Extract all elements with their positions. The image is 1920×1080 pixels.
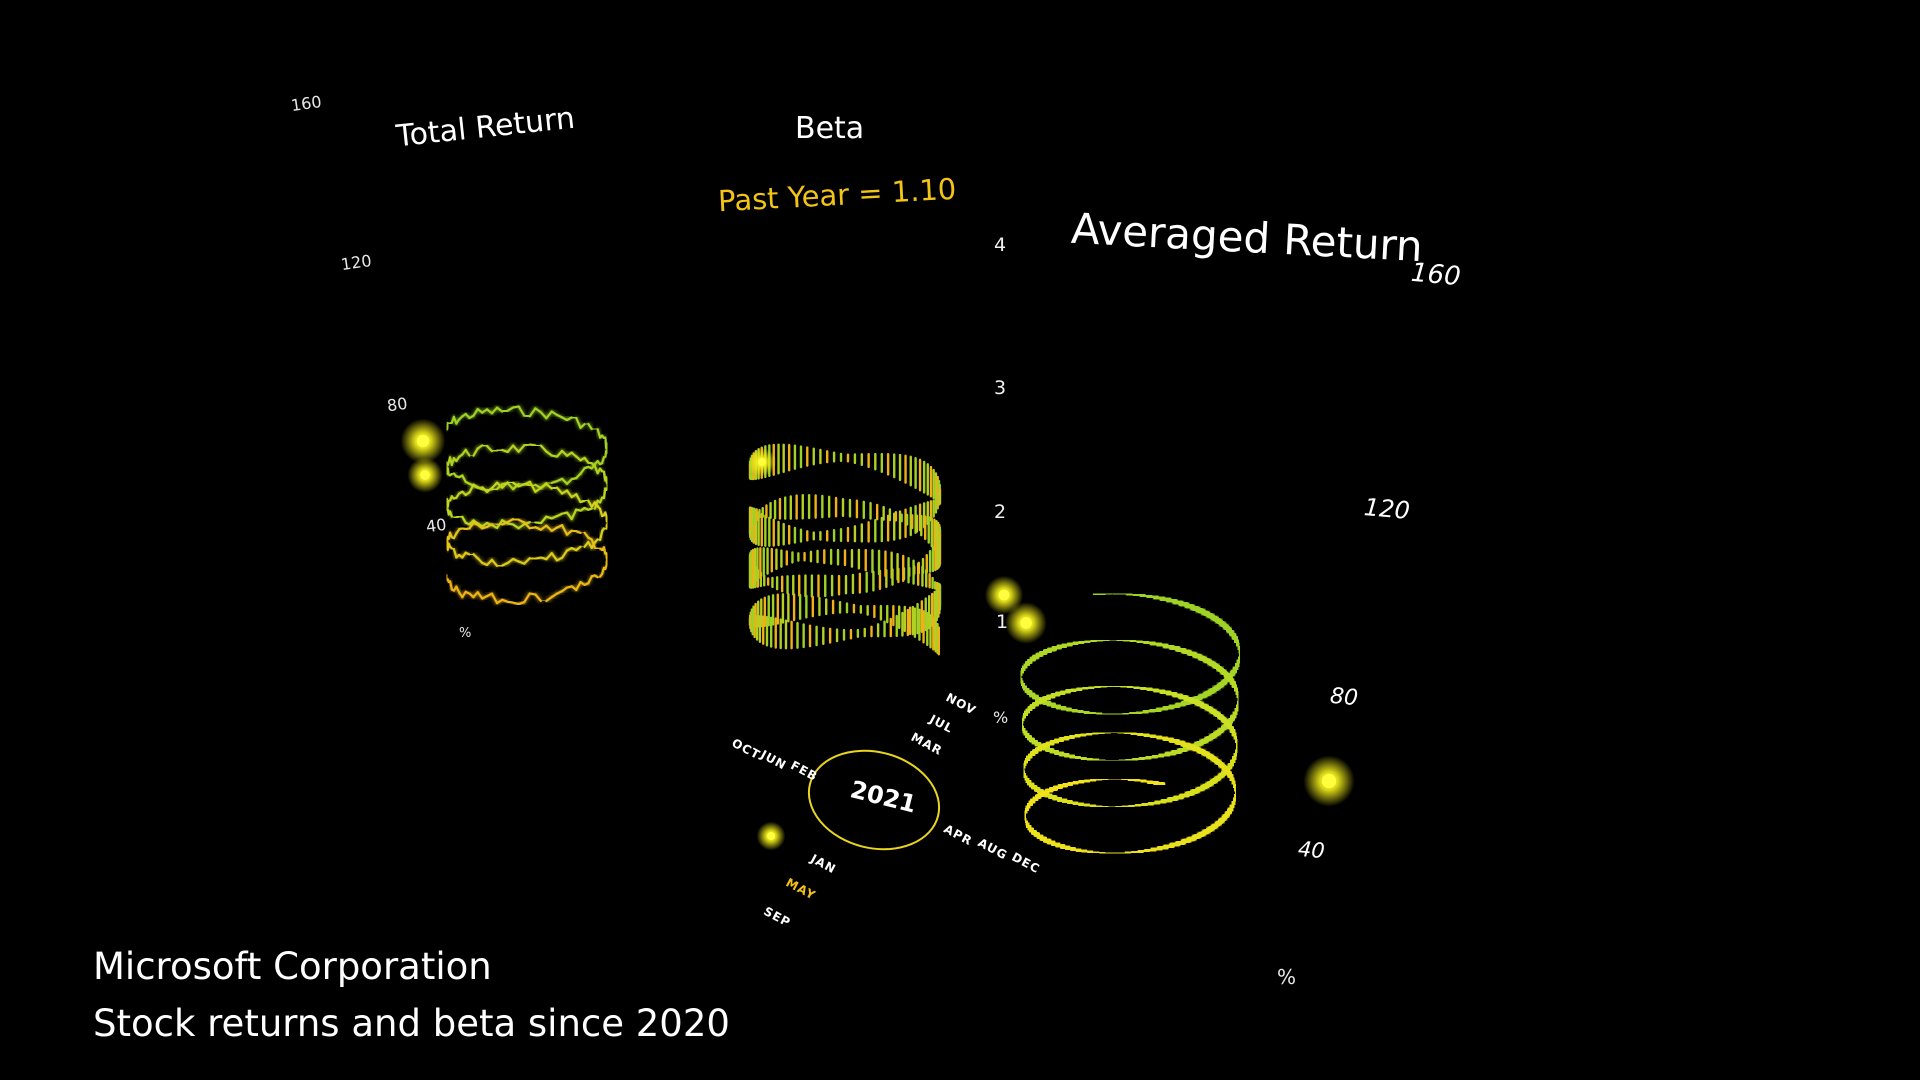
total-return-segment: [545, 552, 553, 561]
total-return-segment: [575, 416, 582, 429]
total-return-segment: [596, 428, 602, 439]
averaged-return-chart: [1018, 590, 1243, 857]
total-return-segment: [565, 489, 573, 499]
total-return-segment: [512, 523, 520, 530]
company-name: Microsoft Corporation: [93, 945, 492, 988]
total-return-segment: [534, 407, 542, 414]
glow-dots: [400, 418, 1355, 851]
total-return-segment: [534, 593, 542, 603]
total-return-segment: [461, 515, 467, 524]
beta-unit: %: [993, 708, 1009, 727]
total-return-segment: [560, 477, 569, 485]
total-return-segment: [517, 444, 526, 453]
averaged-return-unit: %: [1277, 965, 1297, 989]
beta-marker: [998, 589, 1010, 601]
total-return-segment: [555, 486, 564, 495]
total-return-segment: [472, 447, 479, 457]
total-return-segment: [545, 450, 553, 457]
total-return-segment: [523, 557, 531, 565]
total-return-segment: [523, 521, 531, 530]
total-return-segment: [517, 523, 526, 530]
total-return-segment: [464, 448, 471, 457]
averaged-return-tick-120: 120: [1362, 493, 1411, 525]
beta-tick-2: 2: [994, 501, 1007, 523]
total-return-segment: [545, 524, 553, 532]
total-return-segment: [575, 493, 582, 504]
total-return-segment: [539, 482, 548, 490]
total-return-segment: [550, 552, 559, 562]
total-return-segment: [512, 444, 520, 453]
total-return-segment: [448, 580, 453, 591]
total-return-segment: [590, 538, 596, 549]
total-return-segment: [495, 481, 504, 489]
total-return-segment: [545, 482, 553, 490]
beta-marker: [757, 457, 767, 467]
averaged-return-tick-80: 80: [1328, 683, 1360, 712]
averaged-return-segment: [1153, 780, 1166, 788]
beta-title: Beta: [795, 111, 865, 146]
total-return-segment: [528, 407, 537, 418]
total-return-segment: [506, 557, 515, 565]
total-return-segment: [534, 486, 542, 493]
calendar-ring: [807, 749, 941, 851]
total-return-segment: [587, 575, 593, 585]
averaged-return-marker: [1321, 773, 1337, 789]
averaged-return-tick-40: 40: [1297, 836, 1326, 864]
beta-tick-4: 4: [994, 234, 1007, 256]
averaged-return-tick-160: 160: [1409, 257, 1462, 293]
total-return-segment: [485, 558, 494, 567]
beta-tick-3: 3: [994, 377, 1007, 399]
year-ring: [807, 749, 941, 851]
total-return-segment: [539, 444, 548, 453]
total-return-segment: [506, 481, 515, 491]
total-return-segment: [598, 529, 604, 542]
total-return-segment: [481, 486, 489, 494]
total-return-segment: [565, 511, 573, 521]
total-return-segment: [560, 449, 569, 457]
total-return-segment: [523, 592, 531, 604]
total-return-segment: [476, 591, 484, 600]
total-return-segment: [575, 580, 582, 592]
total-return-segment: [485, 444, 494, 453]
total-return-segment: [545, 595, 553, 603]
total-return-segment: [490, 592, 499, 605]
total-return-segment: [495, 483, 504, 491]
total-return-segment: [560, 549, 569, 559]
total-return-marker: [416, 434, 430, 448]
total-return-segment: [461, 474, 467, 483]
total-return-segment: [468, 521, 475, 530]
total-return-segment: [490, 406, 499, 415]
total-return-segment: [570, 508, 578, 521]
beta-tick-1: 1: [996, 611, 1009, 633]
total-return-segment: [490, 558, 499, 567]
calendar-marker: [766, 831, 776, 841]
total-return-segment: [517, 405, 526, 417]
total-return-marker: [420, 470, 430, 480]
total-return-tick-80: 80: [385, 393, 409, 416]
chart-subtitle: Stock returns and beta since 2020: [93, 1002, 730, 1045]
total-return-segment: [490, 481, 499, 490]
total-return-tick-40: 40: [424, 514, 448, 537]
beta-chart: [748, 443, 942, 656]
beta-marker: [1020, 617, 1032, 629]
total-return-segment: [472, 408, 479, 417]
total-return-segment: [579, 467, 586, 475]
total-return-segment: [598, 507, 604, 518]
total-return-segment: [602, 487, 607, 500]
total-return-segment: [528, 480, 537, 493]
total-return-segment: [560, 524, 569, 536]
total-return-segment: [501, 481, 509, 489]
total-return-segment: [452, 548, 458, 559]
total-return-segment: [468, 483, 475, 494]
total-return-chart: [445, 405, 609, 606]
total-return-segment: [539, 524, 548, 531]
total-return-segment: [539, 411, 548, 420]
total-return-segment: [506, 444, 515, 454]
total-return-segment: [539, 515, 548, 525]
total-return-segment: [545, 410, 553, 420]
total-return-unit: %: [459, 626, 472, 641]
total-return-segment: [555, 449, 564, 458]
